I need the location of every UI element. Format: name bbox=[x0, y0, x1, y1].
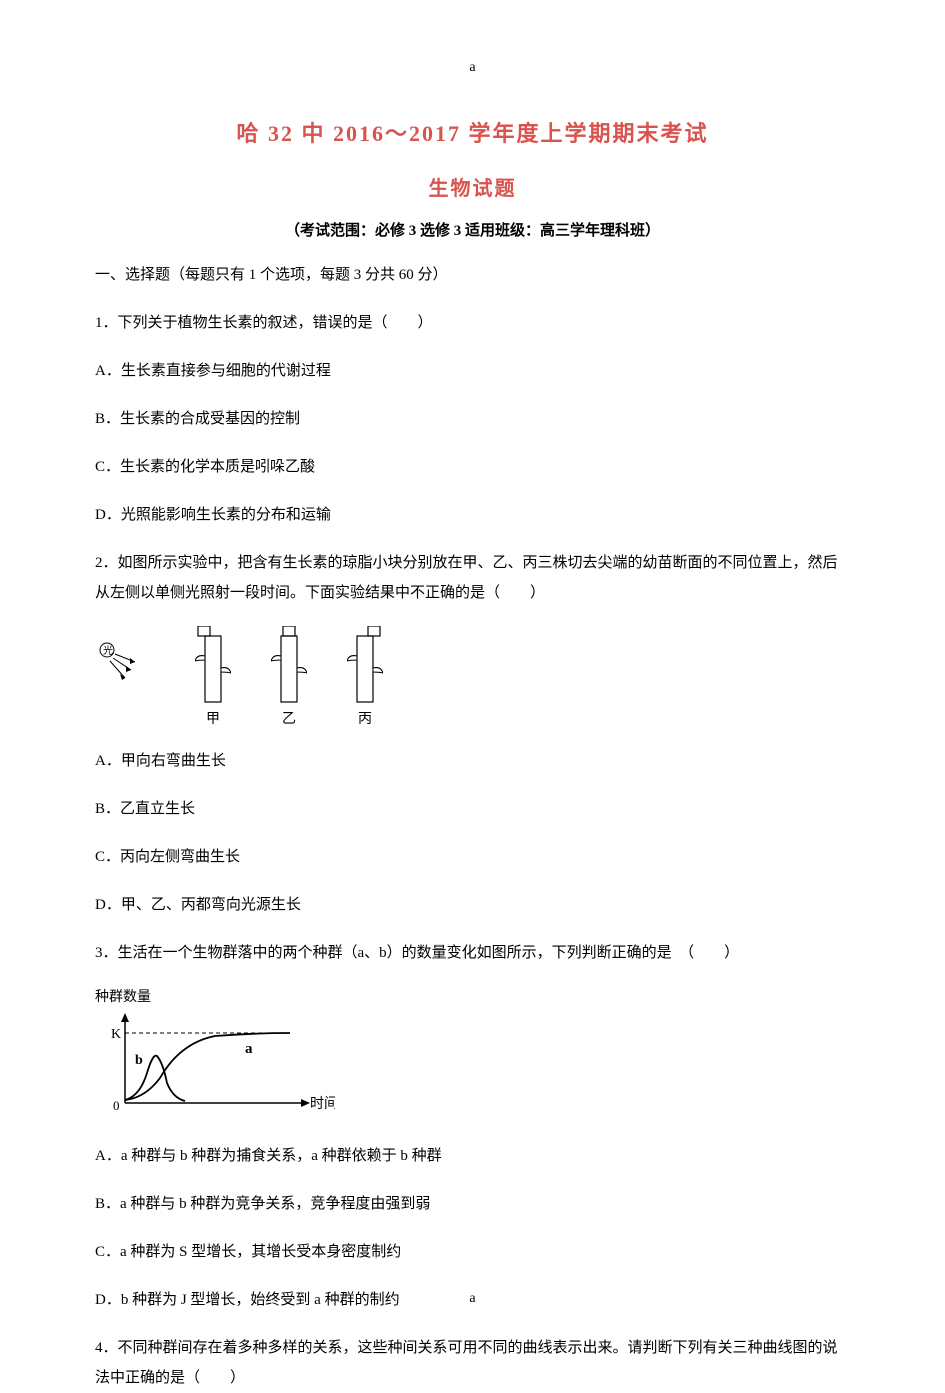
seedling-jia: 甲 bbox=[195, 626, 231, 728]
q2-option-a: A．甲向右弯曲生长 bbox=[95, 746, 850, 776]
q3-option-c: C．a 种群为 S 型增长，其增长受本身密度制约 bbox=[95, 1237, 850, 1267]
q3-option-b: B．a 种群与 b 种群为竞争关系，竞争程度由强到弱 bbox=[95, 1189, 850, 1219]
light-source-icon: 光 bbox=[105, 638, 155, 728]
q2-option-c: C．丙向左侧弯曲生长 bbox=[95, 842, 850, 872]
q3-series-a-label: a bbox=[245, 1041, 253, 1057]
q4-stem: 4．不同种群间存在着多种多样的关系，这些种间关系可用不同的曲线表示出来。请判断下… bbox=[95, 1333, 850, 1393]
q2-figure: 光 甲 bbox=[95, 626, 850, 728]
light-label: 光 bbox=[103, 644, 113, 657]
q2-option-d: D．甲、乙、丙都弯向光源生长 bbox=[95, 890, 850, 920]
seedling-yi: 乙 bbox=[271, 626, 307, 728]
q2-option-b: B．乙直立生长 bbox=[95, 794, 850, 824]
q3-origin-label: 0 bbox=[113, 1098, 120, 1113]
q3-ylabel: 种群数量 bbox=[95, 986, 850, 1006]
q3-xlabel: 时间 bbox=[310, 1096, 335, 1112]
q1-option-a: A．生长素直接参与细胞的代谢过程 bbox=[95, 356, 850, 386]
q3-option-a: A．a 种群与 b 种群为捕食关系，a 种群依赖于 b 种群 bbox=[95, 1141, 850, 1171]
seedling-jia-label: 甲 bbox=[206, 708, 220, 728]
seedling-bing-label: 丙 bbox=[358, 708, 372, 728]
seedling-bing: 丙 bbox=[347, 626, 383, 728]
q1-option-b: B．生长素的合成受基因的控制 bbox=[95, 404, 850, 434]
exam-scope: （考试范围：必修 3 选修 3 适用班级：高三学年理科班） bbox=[95, 219, 850, 240]
exam-title-main: 哈 32 中 2016～2017 学年度上学期期末考试 bbox=[95, 116, 850, 148]
exam-title-subject: 生物试题 bbox=[95, 172, 850, 201]
seedling-yi-label: 乙 bbox=[282, 708, 296, 728]
q3-k-label: K bbox=[111, 1027, 121, 1042]
footer-mark: a bbox=[0, 1291, 945, 1307]
q1-option-c: C．生长素的化学本质是吲哚乙酸 bbox=[95, 452, 850, 482]
q2-stem: 2．如图所示实验中，把含有生长素的琼脂小块分别放在甲、乙、丙三株切去尖端的幼苗断… bbox=[95, 548, 850, 608]
section-1-header: 一、选择题（每题只有 1 个选项，每题 3 分共 60 分） bbox=[95, 260, 850, 290]
q1-stem: 1．下列关于植物生长素的叙述，错误的是（ ） bbox=[95, 308, 850, 338]
q3-series-b-label: b bbox=[135, 1053, 143, 1068]
q1-option-d: D．光照能影响生长素的分布和运输 bbox=[95, 500, 850, 530]
header-mark: a bbox=[95, 60, 850, 76]
q3-stem: 3．生活在一个生物群落中的两个种群（a、b）的数量变化如图所示，下列判断正确的是… bbox=[95, 938, 850, 968]
q3-figure: 种群数量 K a b 0 时间 bbox=[95, 986, 850, 1123]
